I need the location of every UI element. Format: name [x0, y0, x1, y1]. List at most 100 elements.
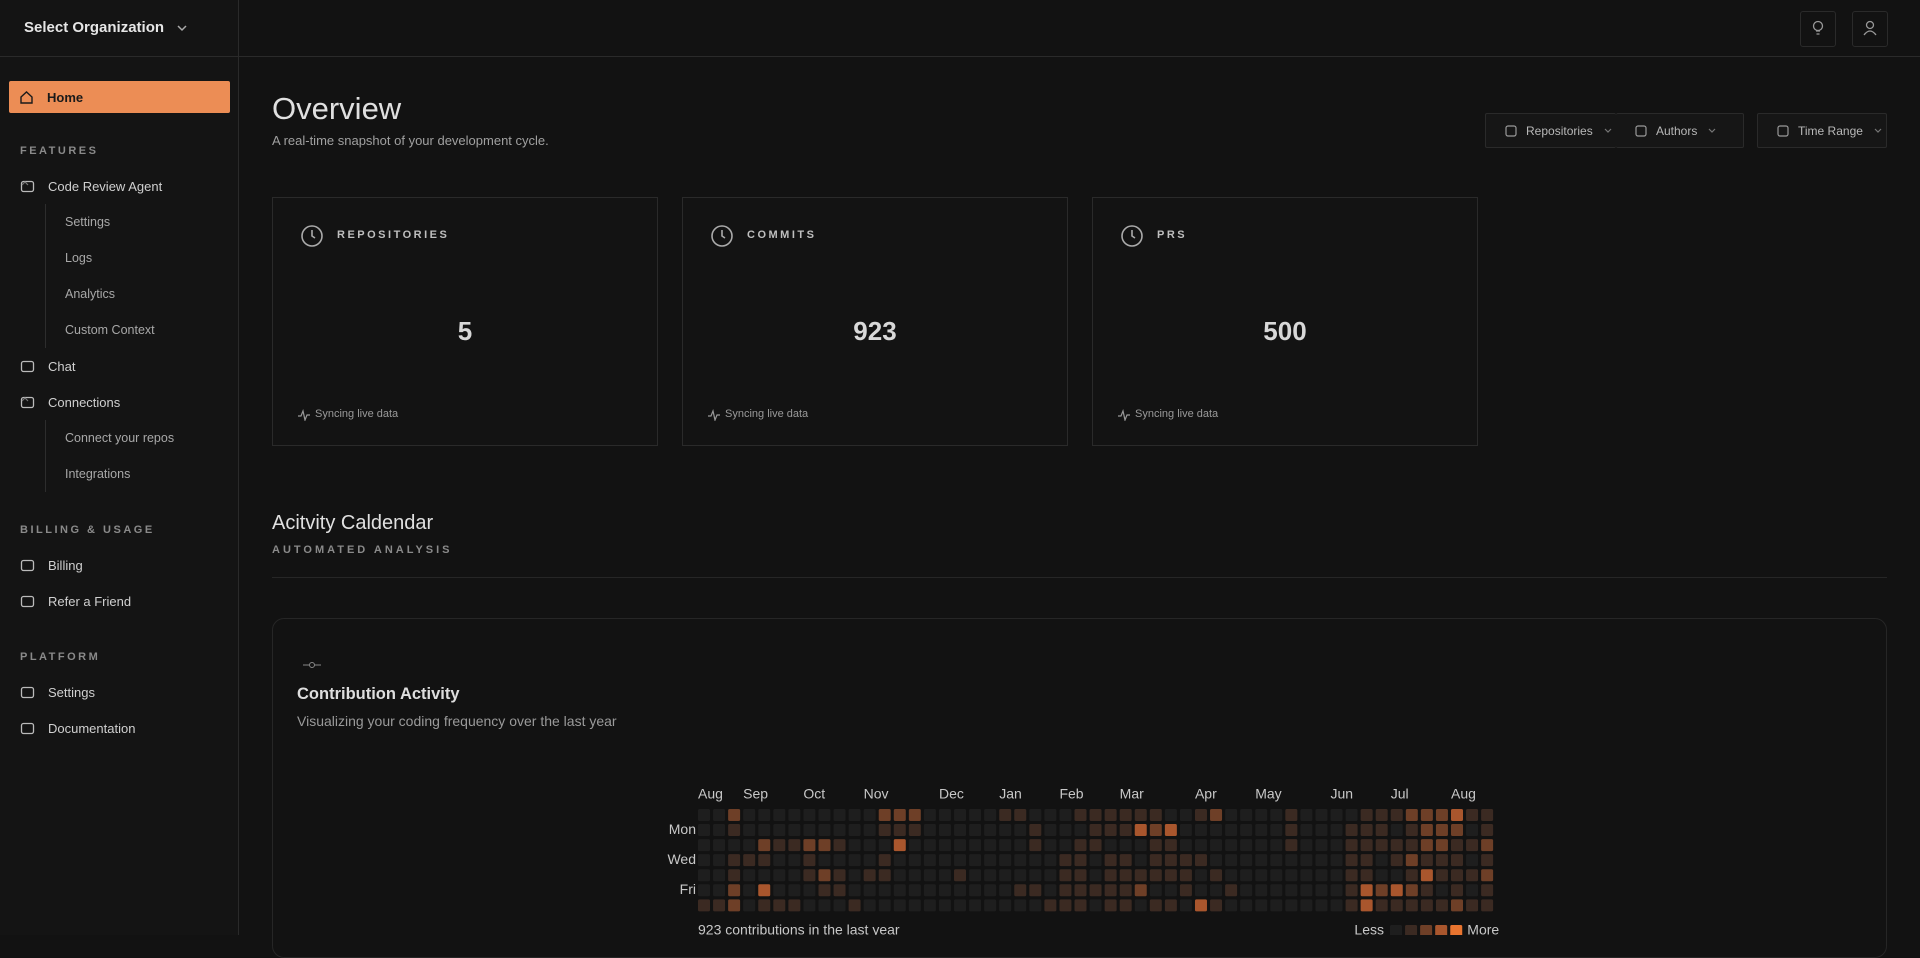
heat-cell[interactable] — [923, 899, 936, 912]
heat-cell[interactable] — [1044, 824, 1057, 837]
heat-cell[interactable] — [743, 824, 756, 837]
heat-cell[interactable] — [938, 854, 951, 867]
heat-cell[interactable] — [848, 809, 861, 821]
heat-cell[interactable] — [923, 824, 936, 837]
heat-cell[interactable] — [954, 839, 967, 852]
heat-cell[interactable] — [1149, 839, 1162, 852]
heat-cell[interactable] — [833, 884, 846, 897]
heat-cell[interactable] — [1194, 854, 1207, 867]
heat-cell[interactable] — [1405, 824, 1418, 837]
heat-cell[interactable] — [833, 869, 846, 882]
heat-cell[interactable] — [1270, 869, 1283, 882]
heat-cell[interactable] — [1149, 854, 1162, 867]
heat-cell[interactable] — [1029, 824, 1042, 837]
heat-cell[interactable] — [833, 854, 846, 867]
heat-cell[interactable] — [1360, 839, 1373, 852]
heat-cell[interactable] — [788, 854, 801, 867]
heat-cell[interactable] — [698, 884, 710, 897]
heat-cell[interactable] — [863, 884, 876, 897]
heat-cell[interactable] — [1270, 854, 1283, 867]
heat-cell[interactable] — [728, 854, 741, 867]
heat-cell[interactable] — [1285, 809, 1298, 821]
heat-cell[interactable] — [1330, 854, 1343, 867]
heat-cell[interactable] — [1375, 899, 1388, 912]
heat-cell[interactable] — [1059, 899, 1072, 912]
heat-cell[interactable] — [1134, 899, 1147, 912]
heat-cell[interactable] — [833, 839, 846, 852]
nav-item[interactable]: Settings — [0, 674, 238, 710]
heat-cell[interactable] — [1435, 824, 1448, 837]
heat-cell[interactable] — [1104, 899, 1117, 912]
heat-cell[interactable] — [728, 899, 741, 912]
heat-cell[interactable] — [984, 869, 997, 882]
heat-cell[interactable] — [1405, 869, 1418, 882]
heat-cell[interactable] — [1029, 839, 1042, 852]
heat-cell[interactable] — [1194, 899, 1207, 912]
heat-cell[interactable] — [1435, 869, 1448, 882]
heat-cell[interactable] — [1390, 854, 1403, 867]
heat-cell[interactable] — [863, 854, 876, 867]
heat-cell[interactable] — [1089, 884, 1102, 897]
heat-cell[interactable] — [848, 839, 861, 852]
heat-cell[interactable] — [743, 809, 756, 821]
heat-cell[interactable] — [908, 824, 921, 837]
heat-cell[interactable] — [1390, 899, 1403, 912]
heat-cell[interactable] — [1194, 809, 1207, 821]
heat-cell[interactable] — [1194, 839, 1207, 852]
heat-cell[interactable] — [818, 869, 831, 882]
heat-cell[interactable] — [1089, 839, 1102, 852]
heat-cell[interactable] — [1435, 884, 1448, 897]
heat-cell[interactable] — [1074, 809, 1087, 821]
heat-cell[interactable] — [698, 899, 710, 912]
heat-cell[interactable] — [773, 809, 786, 821]
heat-cell[interactable] — [1481, 824, 1494, 837]
heat-cell[interactable] — [969, 854, 982, 867]
heat-cell[interactable] — [1089, 869, 1102, 882]
heat-cell[interactable] — [743, 854, 756, 867]
heat-cell[interactable] — [1044, 839, 1057, 852]
heat-cell[interactable] — [1104, 809, 1117, 821]
heat-cell[interactable] — [1059, 854, 1072, 867]
heat-cell[interactable] — [908, 854, 921, 867]
heat-cell[interactable] — [848, 869, 861, 882]
heat-cell[interactable] — [863, 869, 876, 882]
heat-cell[interactable] — [938, 899, 951, 912]
nav-item[interactable]: Code Review Agent — [0, 168, 238, 204]
heat-cell[interactable] — [1451, 869, 1463, 882]
heat-cell[interactable] — [1315, 854, 1328, 867]
heat-cell[interactable] — [1270, 899, 1283, 912]
heat-cell[interactable] — [1089, 824, 1102, 837]
heat-cell[interactable] — [999, 869, 1012, 882]
heat-cell[interactable] — [713, 899, 726, 912]
heat-cell[interactable] — [1405, 884, 1418, 897]
heat-cell[interactable] — [833, 809, 846, 821]
heat-cell[interactable] — [1044, 899, 1057, 912]
heat-cell[interactable] — [1451, 899, 1463, 912]
heat-cell[interactable] — [758, 839, 771, 852]
heat-cell[interactable] — [773, 869, 786, 882]
heat-cell[interactable] — [1270, 809, 1283, 821]
heat-cell[interactable] — [1315, 899, 1328, 912]
heat-cell[interactable] — [863, 839, 876, 852]
heat-cell[interactable] — [1420, 854, 1433, 867]
heat-cell[interactable] — [878, 839, 891, 852]
heat-cell[interactable] — [788, 809, 801, 821]
heat-cell[interactable] — [1240, 809, 1253, 821]
heat-cell[interactable] — [1360, 884, 1373, 897]
heat-cell[interactable] — [1059, 809, 1072, 821]
heat-cell[interactable] — [773, 899, 786, 912]
heat-cell[interactable] — [1405, 839, 1418, 852]
nav-item[interactable]: Documentation — [0, 710, 238, 746]
heat-cell[interactable] — [1104, 869, 1117, 882]
heat-cell[interactable] — [1451, 839, 1463, 852]
heat-cell[interactable] — [878, 809, 891, 821]
heat-cell[interactable] — [1044, 809, 1057, 821]
org-selector[interactable]: Select Organization — [24, 19, 188, 36]
heat-cell[interactable] — [1466, 824, 1479, 837]
heat-cell[interactable] — [1044, 884, 1057, 897]
heat-cell[interactable] — [863, 899, 876, 912]
heat-cell[interactable] — [1179, 869, 1192, 882]
heat-cell[interactable] — [1285, 824, 1298, 837]
heat-cell[interactable] — [878, 884, 891, 897]
heat-cell[interactable] — [1240, 869, 1253, 882]
